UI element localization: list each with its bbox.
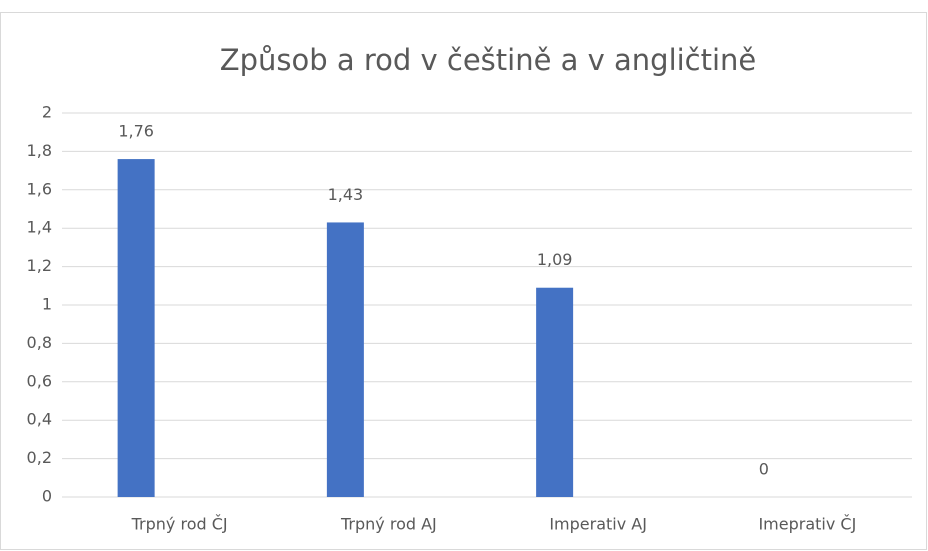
bar <box>536 287 574 497</box>
y-tick-label: 0,2 <box>27 448 52 467</box>
bar <box>326 222 364 497</box>
x-tick-label: Trpný rod AJ <box>340 515 437 534</box>
value-label: 1,43 <box>328 185 364 204</box>
x-tick-label: Imperativ AJ <box>549 515 647 534</box>
value-label: 1,09 <box>537 250 573 269</box>
y-tick-label: 2 <box>42 103 52 122</box>
chart-border <box>0 12 927 550</box>
y-tick-label: 0,4 <box>27 410 52 429</box>
bar <box>117 159 155 497</box>
y-tick-label: 1,6 <box>27 179 52 198</box>
y-tick-label: 1 <box>42 295 52 314</box>
y-tick-label: 0 <box>42 487 52 506</box>
y-tick-label: 0,6 <box>27 371 52 390</box>
x-tick-label: Imeprativ ČJ <box>758 515 856 534</box>
value-label: 1,76 <box>118 122 154 141</box>
chart-title: Způsob a rod v češtině a v angličtině <box>220 43 757 77</box>
y-tick-label: 1,4 <box>27 218 52 237</box>
y-tick-label: 1,8 <box>27 141 52 160</box>
x-tick-label: Trpný rod ČJ <box>131 515 228 534</box>
y-tick-label: 1,2 <box>27 256 52 275</box>
value-label: 0 <box>759 460 769 479</box>
y-tick-label: 0,8 <box>27 333 52 352</box>
